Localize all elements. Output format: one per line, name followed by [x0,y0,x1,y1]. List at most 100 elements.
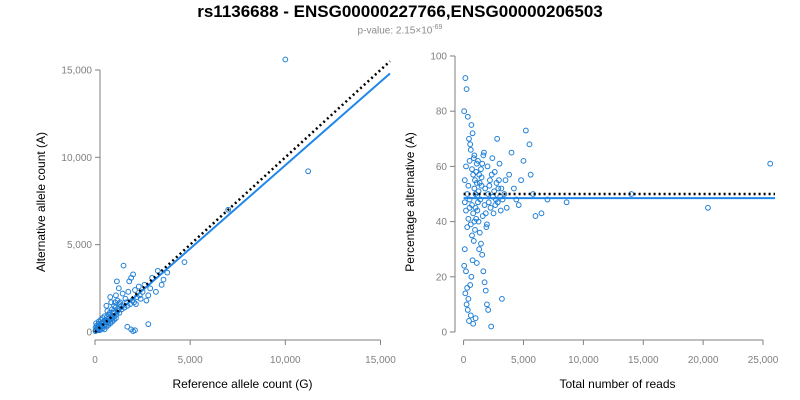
data-point [481,149,487,156]
data-point [464,284,471,291]
x-tick-label: 10,000 [270,355,301,366]
data-point [128,326,135,333]
p-value-text: p-value: 2.15×10 [357,25,433,37]
data-point [484,301,490,308]
data-point [469,130,476,137]
data-point [153,288,159,295]
data-point [473,160,480,167]
data-point [527,171,534,178]
data-point [113,278,120,285]
data-point [503,204,510,211]
data-point [103,302,110,309]
data-point [485,307,492,313]
data-point [471,152,478,159]
data-point [117,299,124,306]
data-point [125,288,132,295]
data-point [463,207,469,214]
data-point [467,312,474,319]
chart-subtitle: p-value: 2.15×10-69 [0,24,800,36]
data-point [145,292,152,299]
data-point [465,215,472,222]
data-point [467,146,474,153]
y-tick-label: 80 [436,107,448,118]
y-tick-label: 0 [441,328,447,339]
x-tick-label: 5,000 [511,355,536,366]
data-point [482,210,489,217]
fit-line [94,72,391,333]
data-point [466,318,472,324]
y-tick-label: 15,000 [61,65,92,76]
data-point [499,196,506,203]
data-point [108,299,115,306]
data-point [158,281,165,288]
data-point [476,229,483,236]
data-point [475,199,481,206]
data-point [133,301,139,307]
data-point [122,295,129,302]
data-point [463,86,470,93]
data-point [479,251,486,258]
data-point [160,276,167,283]
data-point [470,238,477,244]
data-point [475,157,481,164]
data-point [498,185,505,192]
x-tick-label: 20,000 [688,355,719,366]
data-point [181,259,188,266]
data-point [510,185,517,192]
data-point [463,268,469,275]
chart-title: rs1136688 - ENSG00000227766,ENSG00000206… [197,2,603,21]
data-point [462,290,469,297]
y-tick-label: 0 [86,328,92,339]
data-point [461,177,468,184]
data-point [502,177,509,184]
y-tick-label: 10,000 [61,153,92,164]
data-point [461,199,468,206]
data-point [487,177,493,184]
data-point [532,213,539,219]
x-tick-label: 15,000 [628,355,659,366]
x-tick-label: 25,000 [748,355,779,366]
y-tick-label: 20 [436,272,448,283]
data-point [461,108,468,115]
data-point [466,196,473,203]
data-point [115,285,122,292]
data-point [463,163,469,170]
data-point [113,315,119,321]
data-point [490,193,496,200]
data-point [473,215,480,222]
data-point [463,301,470,308]
y-tick-label: 60 [436,162,448,173]
data-point [520,157,527,164]
x-axis-title: Total number of reads [559,377,675,391]
data-point [487,204,494,211]
data-point [107,294,114,300]
data-point [462,75,469,81]
data-point [464,224,471,231]
data-point [282,56,289,63]
data-point [145,321,152,328]
data-point [120,262,127,269]
data-point [143,297,150,304]
data-point [467,221,474,228]
data-point [464,113,471,120]
data-point [538,210,545,217]
data-point [476,246,483,253]
data-point [767,160,774,167]
data-point [147,285,154,292]
data-point [518,177,524,184]
data-point [490,210,497,217]
x-tick-label: 15,000 [365,355,396,366]
y-tick-label: 5,000 [67,240,92,251]
data-point [481,202,488,208]
data-point [488,171,495,178]
data-point [126,278,133,285]
x-tick-label: 5,000 [178,355,203,366]
data-point [473,260,480,266]
x-tick-label: 0 [461,355,467,366]
x-tick-label: 0 [92,355,98,366]
data-point [705,204,711,211]
data-point [494,135,501,142]
data-point [501,191,508,197]
data-point [506,171,513,178]
data-point [489,155,496,162]
